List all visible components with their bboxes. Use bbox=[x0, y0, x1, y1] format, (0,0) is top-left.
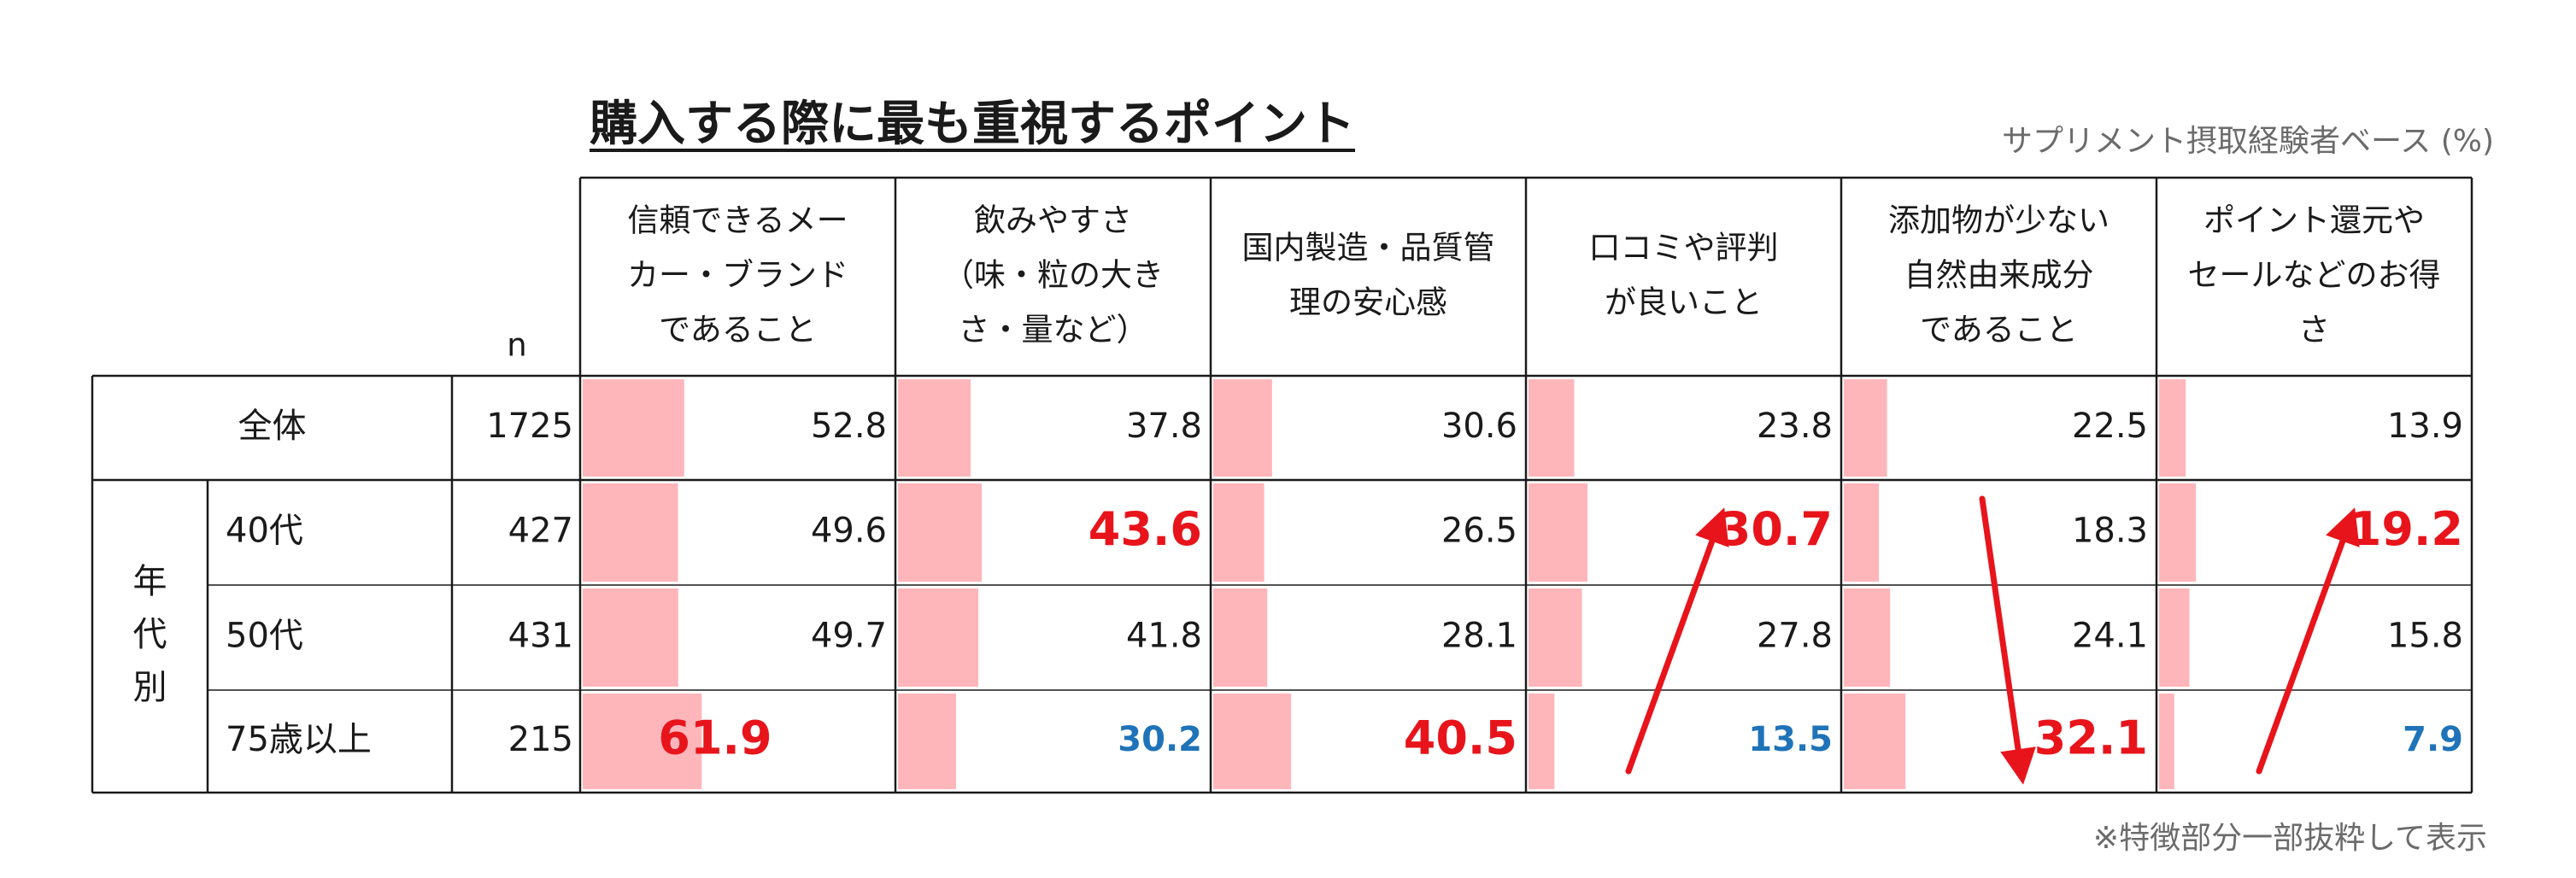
bar-3-1 bbox=[898, 694, 956, 789]
bar-0-4 bbox=[1844, 379, 1887, 477]
value-2-0: 49.7 bbox=[811, 617, 887, 656]
column-header-4: 添加物が少ない bbox=[1888, 202, 2110, 239]
column-header-0: であること bbox=[659, 312, 817, 348]
bar-0-1 bbox=[898, 379, 971, 477]
column-header-5: セールなどのお得 bbox=[2188, 257, 2441, 294]
group-label-char: 代 bbox=[133, 615, 167, 654]
bar-0-2 bbox=[1213, 379, 1272, 477]
bar-1-4 bbox=[1844, 483, 1880, 582]
bar-2-4 bbox=[1844, 588, 1891, 687]
row-label: 40代 bbox=[226, 512, 303, 551]
footnote: ※特徴部分一部抜粋して表示 bbox=[2092, 821, 2487, 856]
column-header-1: さ・量など） bbox=[959, 312, 1148, 348]
column-header-5: さ bbox=[2298, 312, 2330, 348]
bar-2-3 bbox=[1529, 588, 1582, 687]
value-3-0: 61.9 bbox=[658, 711, 772, 765]
bar-0-3 bbox=[1529, 379, 1575, 477]
trend-arrow-up bbox=[1625, 507, 1729, 775]
column-header-0: カー・ブランド bbox=[627, 257, 848, 294]
value-2-4: 24.1 bbox=[2072, 617, 2148, 656]
bar-2-0 bbox=[583, 588, 678, 687]
bar-1-2 bbox=[1213, 483, 1265, 582]
row-n: 1725 bbox=[486, 407, 573, 446]
bar-3-4 bbox=[1844, 694, 1906, 789]
column-header-0: 信頼できるメー bbox=[627, 202, 848, 239]
bar-3-0 bbox=[583, 694, 702, 789]
bar-2-5 bbox=[2159, 588, 2190, 687]
value-2-2: 28.1 bbox=[1441, 617, 1517, 656]
value-2-3: 27.8 bbox=[1757, 617, 1833, 656]
value-0-3: 23.8 bbox=[1757, 407, 1833, 446]
column-header-4: であること bbox=[1920, 312, 2078, 348]
group-label-char: 別 bbox=[133, 668, 167, 707]
row-label: 全体 bbox=[238, 407, 307, 446]
value-1-5: 19.2 bbox=[2350, 502, 2463, 556]
value-1-1: 43.6 bbox=[1088, 502, 1202, 556]
bar-3-3 bbox=[1529, 694, 1555, 789]
value-0-5: 13.9 bbox=[2387, 407, 2463, 446]
trend-arrow-up bbox=[2256, 507, 2360, 775]
row-n: 431 bbox=[508, 617, 573, 656]
bar-0-5 bbox=[2159, 379, 2186, 477]
column-header-2: 理の安心感 bbox=[1289, 284, 1447, 321]
column-header-2: 国内製造・品質管 bbox=[1242, 230, 1495, 266]
bar-1-1 bbox=[898, 483, 983, 582]
value-2-5: 15.8 bbox=[2387, 617, 2463, 656]
bar-2-2 bbox=[1213, 588, 1268, 687]
row-n: 427 bbox=[508, 512, 573, 551]
bar-2-1 bbox=[898, 588, 979, 687]
bar-1-0 bbox=[583, 483, 678, 582]
value-1-4: 18.3 bbox=[2072, 512, 2148, 551]
value-1-2: 26.5 bbox=[1441, 512, 1517, 551]
value-3-1: 30.2 bbox=[1118, 720, 1202, 759]
value-0-4: 22.5 bbox=[2072, 407, 2148, 446]
value-0-2: 30.6 bbox=[1441, 407, 1517, 446]
row-n: 215 bbox=[508, 720, 573, 759]
base-note: サプリメント摂取経験者ベース (%) bbox=[2002, 124, 2494, 159]
column-header-1: 飲みやすさ bbox=[974, 202, 1132, 239]
row-label: 50代 bbox=[226, 617, 303, 656]
value-0-0: 52.8 bbox=[811, 407, 887, 446]
value-2-1: 41.8 bbox=[1126, 617, 1202, 656]
column-header-4: 自然由来成分 bbox=[1904, 257, 2094, 294]
group-label-char: 年 bbox=[133, 562, 167, 601]
row-label: 75歳以上 bbox=[226, 720, 372, 759]
bar-1-5 bbox=[2159, 483, 2197, 582]
value-3-5: 7.9 bbox=[2403, 720, 2463, 759]
column-header-1: （味・粒の大き bbox=[942, 257, 1164, 294]
column-header-3: 口コミや評判 bbox=[1589, 230, 1779, 266]
value-3-2: 40.5 bbox=[1404, 711, 1517, 765]
column-header-5: ポイント還元や bbox=[2203, 202, 2425, 239]
value-1-0: 49.6 bbox=[811, 512, 887, 551]
bar-1-3 bbox=[1529, 483, 1588, 582]
trend-arrow-down bbox=[1979, 495, 2036, 785]
value-3-3: 13.5 bbox=[1748, 720, 1833, 759]
bar-3-5 bbox=[2159, 694, 2174, 789]
value-3-4: 32.1 bbox=[2034, 711, 2148, 765]
column-header-3: が良いこと bbox=[1605, 284, 1763, 321]
bar-0-0 bbox=[583, 379, 684, 477]
value-1-3: 30.7 bbox=[1719, 502, 1833, 556]
n-header: n bbox=[507, 327, 526, 364]
value-0-1: 37.8 bbox=[1126, 407, 1202, 446]
bar-3-2 bbox=[1213, 694, 1292, 789]
page-title: 購入する際に最も重視するポイント bbox=[590, 97, 1355, 152]
